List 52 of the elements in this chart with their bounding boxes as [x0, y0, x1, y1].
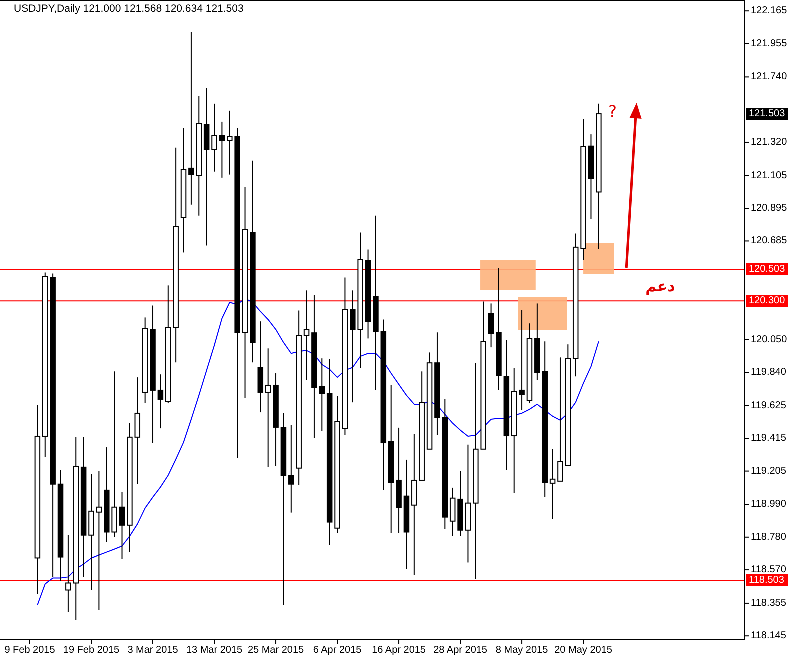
x-tick-label: 3 Mar 2015 — [128, 645, 179, 656]
x-tick-label: 16 Apr 2015 — [372, 645, 426, 656]
x-tick-label: 13 Mar 2015 — [186, 645, 244, 656]
y-tick-label: 119.625 — [751, 400, 787, 412]
y-tick-label: 121.105 — [751, 170, 788, 182]
x-tick-label: 19 Feb 2015 — [63, 645, 120, 656]
candlestick — [212, 103, 218, 172]
x-tick-label: 8 May 2015 — [496, 645, 549, 656]
x-tick-label: 28 Apr 2015 — [434, 645, 488, 656]
candlestick — [188, 32, 194, 206]
text: دعم — [646, 278, 676, 296]
ref-line-label: 118.503 — [749, 574, 785, 586]
y-tick-label: 120.895 — [751, 203, 788, 214]
y-tick-label: 121.740 — [751, 72, 788, 83]
candlestick — [558, 357, 564, 482]
x-tick-label: 20 May 2015 — [554, 645, 613, 656]
x-tick-label: 25 Mar 2015 — [248, 645, 305, 656]
candlestick — [304, 290, 310, 382]
y-tick-label: 119.415 — [751, 433, 787, 444]
y-tick-label: 118.990 — [751, 499, 787, 510]
candlestick — [158, 374, 164, 430]
y-tick-label: 121.955 — [751, 38, 788, 50]
ref-line-label: 120.503 — [749, 264, 786, 276]
candlestick — [450, 487, 456, 537]
candlestick — [134, 377, 141, 485]
line-series — [37, 298, 600, 606]
text: ? — [608, 102, 618, 122]
y-tick-label: 121.320 — [751, 136, 788, 148]
y-tick-label: 120.685 — [751, 236, 788, 247]
y-tick-label: 119.840 — [751, 367, 787, 378]
candlestick — [219, 121, 226, 178]
candlestick — [550, 448, 556, 520]
y-tick-label: 120.050 — [751, 334, 788, 346]
candlestick — [319, 358, 326, 432]
candlestick — [488, 303, 494, 348]
y-tick-label: 122.165 — [751, 6, 788, 17]
chart-title: USDJPY,Daily 121.000 121.568 120.634 121.503 — [14, 3, 244, 15]
y-tick-label: 118.355 — [751, 598, 787, 609]
y-tick-label: 118.145 — [751, 630, 787, 642]
x-tick-label: 6 Apr 2015 — [313, 645, 362, 656]
y-tick-label: 118.780 — [751, 532, 787, 543]
candlestick — [265, 348, 272, 468]
candlestick — [88, 474, 94, 591]
y-tick-label: 119.205 — [751, 466, 787, 477]
candlestick — [119, 492, 126, 560]
candlestick — [519, 310, 525, 411]
ref-line-label: 120.300 — [749, 296, 786, 307]
y-tick-label: 118.570 — [751, 564, 787, 576]
text: 121.503 — [749, 108, 786, 120]
x-tick-label: 9 Feb 2015 — [4, 645, 56, 656]
candlestick — [96, 470, 102, 611]
candlestick — [288, 424, 294, 514]
